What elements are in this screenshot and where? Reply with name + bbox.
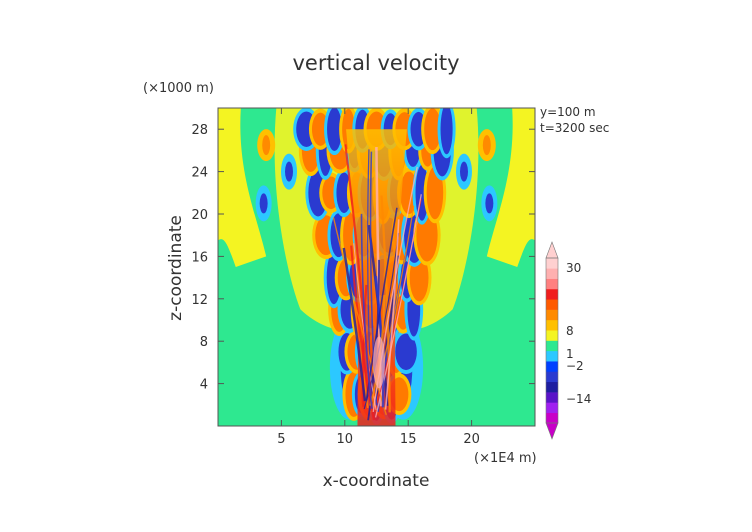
outer-negative-core	[285, 161, 294, 182]
y-unit-label: (×1000 m)	[143, 81, 214, 96]
y-tick-label: 12	[191, 293, 208, 308]
y-axis-label: z-coordinate	[166, 215, 186, 321]
x-tick-label: 15	[400, 432, 417, 447]
plot-frame	[217, 107, 536, 427]
y-tick-label: 28	[191, 123, 208, 138]
plume-streak	[342, 247, 367, 402]
outer-negative-core	[459, 161, 468, 182]
annotation-y: y=100 m	[540, 105, 596, 119]
colorbar-segment	[546, 402, 558, 413]
colorbar-segment	[546, 392, 558, 403]
x-unit-label: (×1E4 m)	[474, 451, 537, 466]
colorbar-segment	[546, 309, 558, 321]
side-band-left	[218, 108, 267, 267]
colorbar-segment	[546, 278, 558, 290]
x-tick-label: 20	[463, 432, 480, 447]
colorbar-tick-label: −2	[566, 359, 584, 373]
colorbar-segment	[546, 268, 558, 279]
velocity-field	[218, 108, 535, 426]
colorbar-segment	[546, 350, 558, 362]
chart-title: vertical velocity	[292, 51, 459, 75]
y-tick-label: 4	[200, 378, 208, 393]
plume-streak	[384, 219, 400, 410]
colorbar-segment	[546, 258, 558, 269]
plume-core	[373, 336, 386, 389]
colorbar-segment	[546, 381, 558, 393]
x-axis-label: x-coordinate	[323, 471, 430, 491]
colorbar-tick-label: 1	[566, 347, 574, 361]
colorbar-tick-label: 30	[566, 261, 581, 275]
colorbar: 30 8 1−2 −14	[545, 241, 591, 440]
outer-positive-core	[262, 135, 271, 156]
y-tick-label: 8	[200, 335, 208, 350]
colorbar-segment	[546, 412, 558, 424]
axes: 5 10 15 20 4 8 12 16 20 24 28	[191, 108, 535, 447]
colorbar-segment	[546, 371, 558, 383]
negative-cell-core	[327, 108, 342, 152]
plume-streak	[374, 194, 422, 418]
colorbar-segment	[546, 330, 558, 341]
plume-streak	[332, 217, 387, 415]
positive-cell-core	[424, 108, 441, 151]
negative-cell-core	[395, 333, 417, 371]
outer-positive-core	[482, 135, 491, 156]
colorbar-segment	[546, 319, 558, 331]
colorbar-min-arrow	[545, 422, 559, 440]
outer-negative-core	[259, 193, 268, 214]
colorbar-max-arrow	[545, 241, 559, 259]
y-tick-label: 24	[191, 166, 208, 181]
negative-cell-core	[440, 108, 453, 155]
positive-cell-core	[426, 166, 444, 220]
side-band-right	[486, 108, 535, 267]
colorbar-tick-label: −14	[566, 392, 591, 406]
colorbar-frame	[545, 257, 559, 424]
colorbar-segment	[546, 299, 558, 310]
x-tick-label: 5	[277, 432, 285, 447]
colorbar-tick-label: 8	[566, 324, 574, 338]
colorbar-segment	[546, 288, 558, 300]
x-tick-label: 10	[337, 432, 354, 447]
outer-negative-core	[485, 193, 494, 214]
y-tick-label: 20	[191, 208, 208, 223]
colorbar-segment	[546, 361, 558, 372]
y-tick-label: 16	[191, 250, 208, 265]
plume-streak	[360, 213, 373, 409]
colorbar-segment	[546, 340, 558, 352]
annotation-t: t=3200 sec	[540, 121, 609, 135]
